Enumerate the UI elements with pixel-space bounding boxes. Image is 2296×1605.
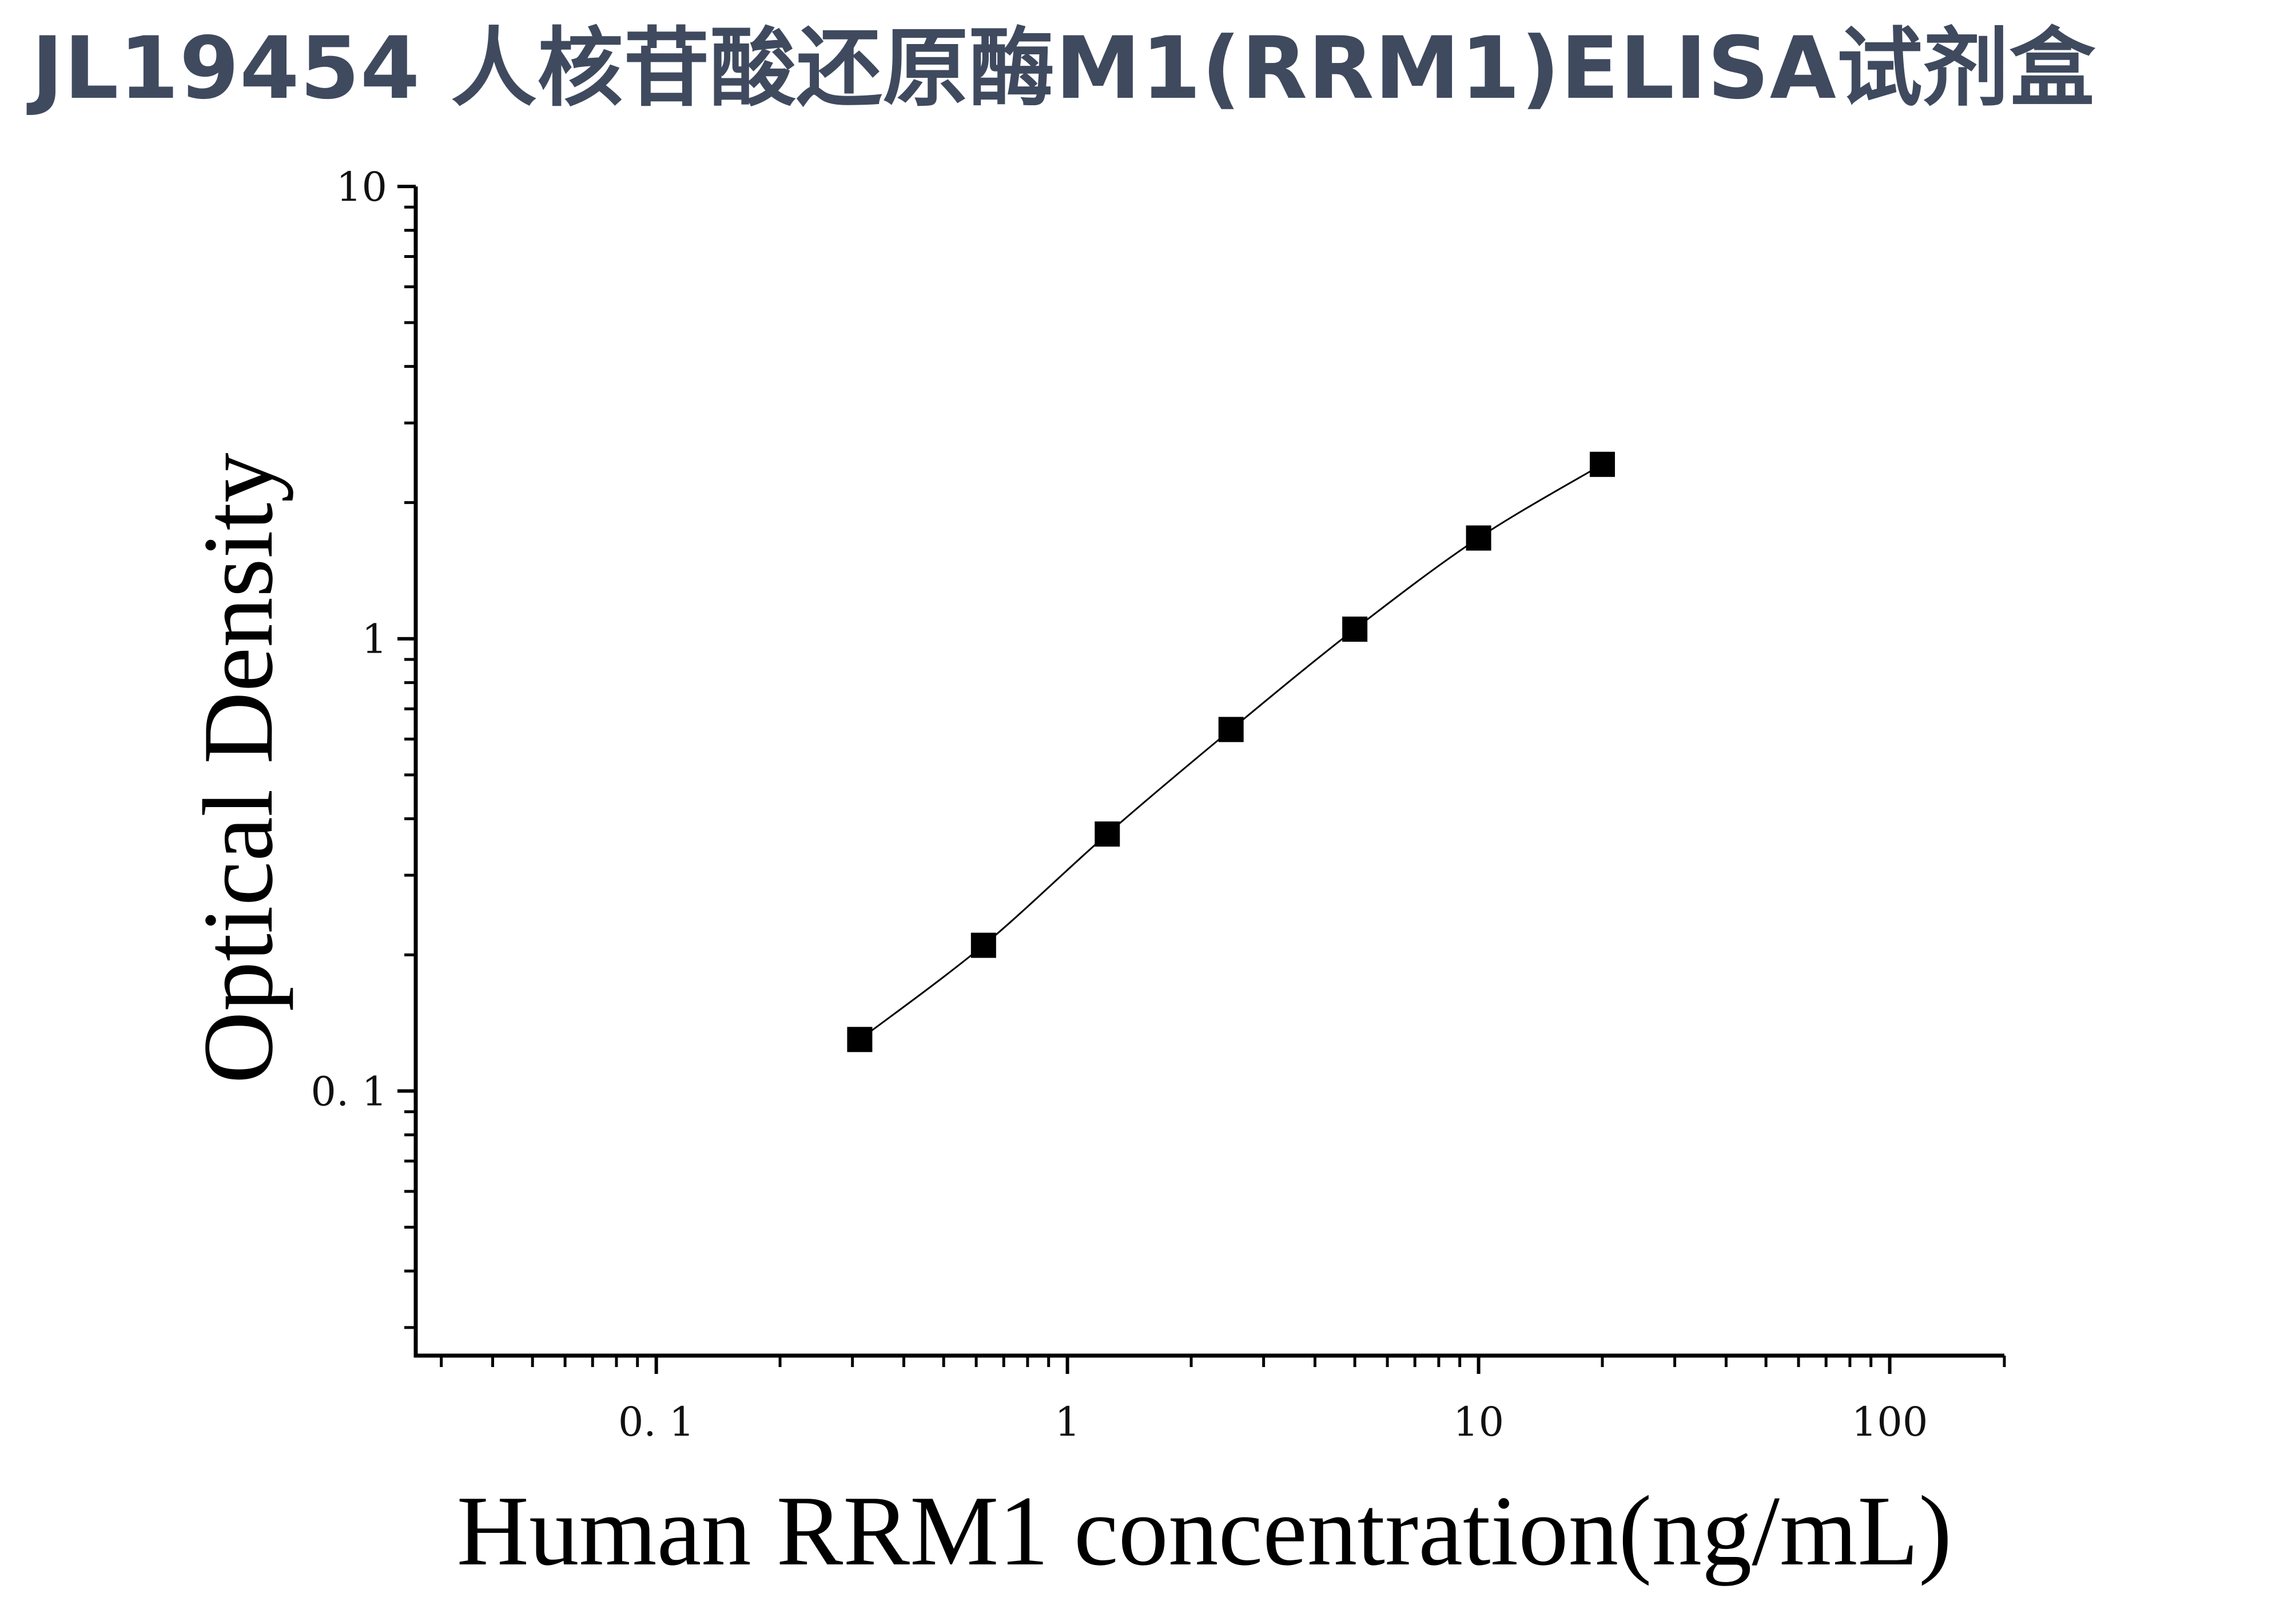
y-tick-label: 10 xyxy=(336,164,387,210)
y-tick-label: 0. 1 xyxy=(311,1068,387,1115)
data-point xyxy=(970,932,996,958)
data-point xyxy=(1590,451,1615,477)
y-ticks xyxy=(397,185,416,1329)
data-point xyxy=(1218,717,1244,742)
data-point xyxy=(1342,616,1368,642)
x-tick-label: 1 xyxy=(1055,1399,1080,1445)
data-point xyxy=(1466,525,1491,551)
page-title: JL19454 人核苷酸还原酶M1(RRM1)ELISA试剂盒 xyxy=(31,19,2096,118)
y-tick-labels: 0. 1 1 10 xyxy=(311,164,387,1115)
x-tick-label: 100 xyxy=(1852,1399,1928,1445)
x-tick-label: 0. 1 xyxy=(618,1399,695,1445)
axes xyxy=(413,186,2004,1358)
x-tick-label: 10 xyxy=(1453,1399,1504,1445)
data-point xyxy=(847,1027,873,1052)
x-ticks xyxy=(440,1356,2006,1374)
x-axis-title: Human RRM1 concentration(ng/mL) xyxy=(457,1475,1952,1586)
data-points xyxy=(847,451,1615,1052)
y-axis-title: Optical Density xyxy=(182,452,293,1083)
x-tick-labels: 0. 1 1 10 100 xyxy=(618,1399,1928,1445)
y-tick-label: 1 xyxy=(361,616,387,663)
data-point xyxy=(1095,821,1120,847)
